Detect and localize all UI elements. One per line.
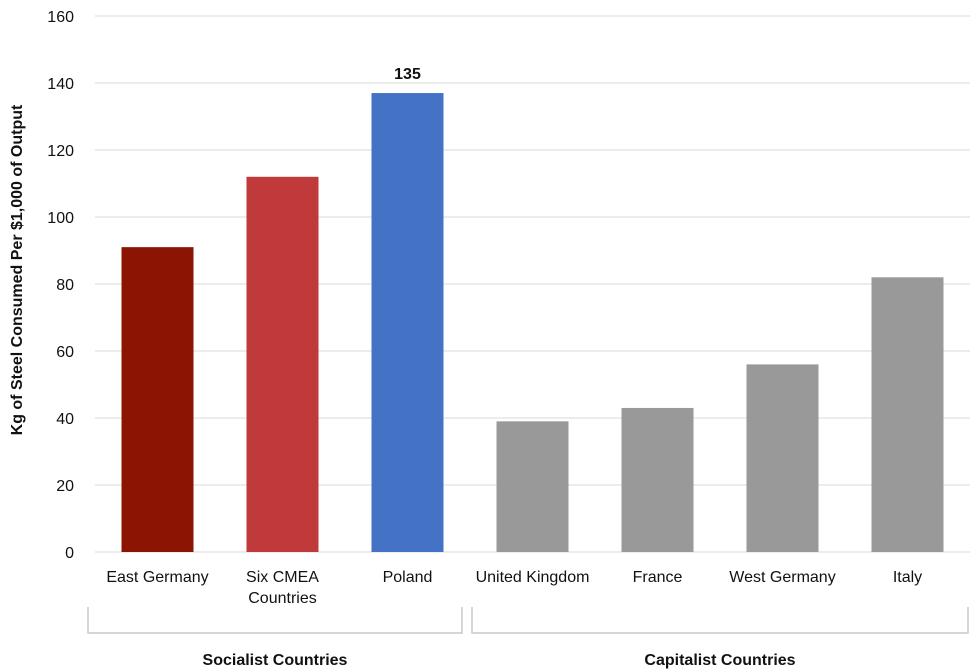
bar xyxy=(246,176,319,553)
bar xyxy=(621,407,694,552)
bar xyxy=(371,93,444,553)
category-groups: Socialist Countries Capitalist Countries xyxy=(87,607,969,669)
y-tick-label: 140 xyxy=(47,76,74,93)
data-labels: 135 xyxy=(394,66,421,83)
x-tick-label: France xyxy=(633,569,683,586)
group-label: Capitalist Countries xyxy=(644,652,795,669)
category-labels: East Germany Six CMEA Countries Poland Unite… xyxy=(106,569,922,607)
y-axis-ticks: 0 20 40 60 80 100 120 140 160 xyxy=(47,9,74,562)
y-tick-label: 0 xyxy=(65,545,74,562)
y-tick-label: 40 xyxy=(56,411,74,428)
x-tick-label: Six CMEA Countries xyxy=(246,569,319,607)
x-tick-label: United Kingdom xyxy=(476,569,590,586)
bar xyxy=(121,247,194,552)
y-tick-label: 120 xyxy=(47,143,74,160)
x-tick-label: East Germany xyxy=(106,569,208,586)
bars xyxy=(121,93,944,553)
y-tick-label: 80 xyxy=(56,277,74,294)
x-tick-label: Italy xyxy=(893,569,922,586)
y-axis-label: Kg of Steel Consumed Per $1,000 of Outpu… xyxy=(9,104,26,435)
group-bracket xyxy=(87,607,463,634)
gridlines xyxy=(95,15,970,553)
y-tick-label: 100 xyxy=(47,210,74,227)
x-tick-label: West Germany xyxy=(729,569,835,586)
group-label: Socialist Countries xyxy=(203,652,348,669)
y-tick-label: 160 xyxy=(47,9,74,26)
y-tick-label: 60 xyxy=(56,344,74,361)
bar xyxy=(746,364,819,552)
data-label: 135 xyxy=(394,66,421,83)
bar xyxy=(496,421,569,552)
bar xyxy=(871,277,944,552)
group-bracket xyxy=(471,607,969,634)
x-tick-label: Poland xyxy=(383,569,433,586)
y-tick-label: 20 xyxy=(56,478,74,495)
